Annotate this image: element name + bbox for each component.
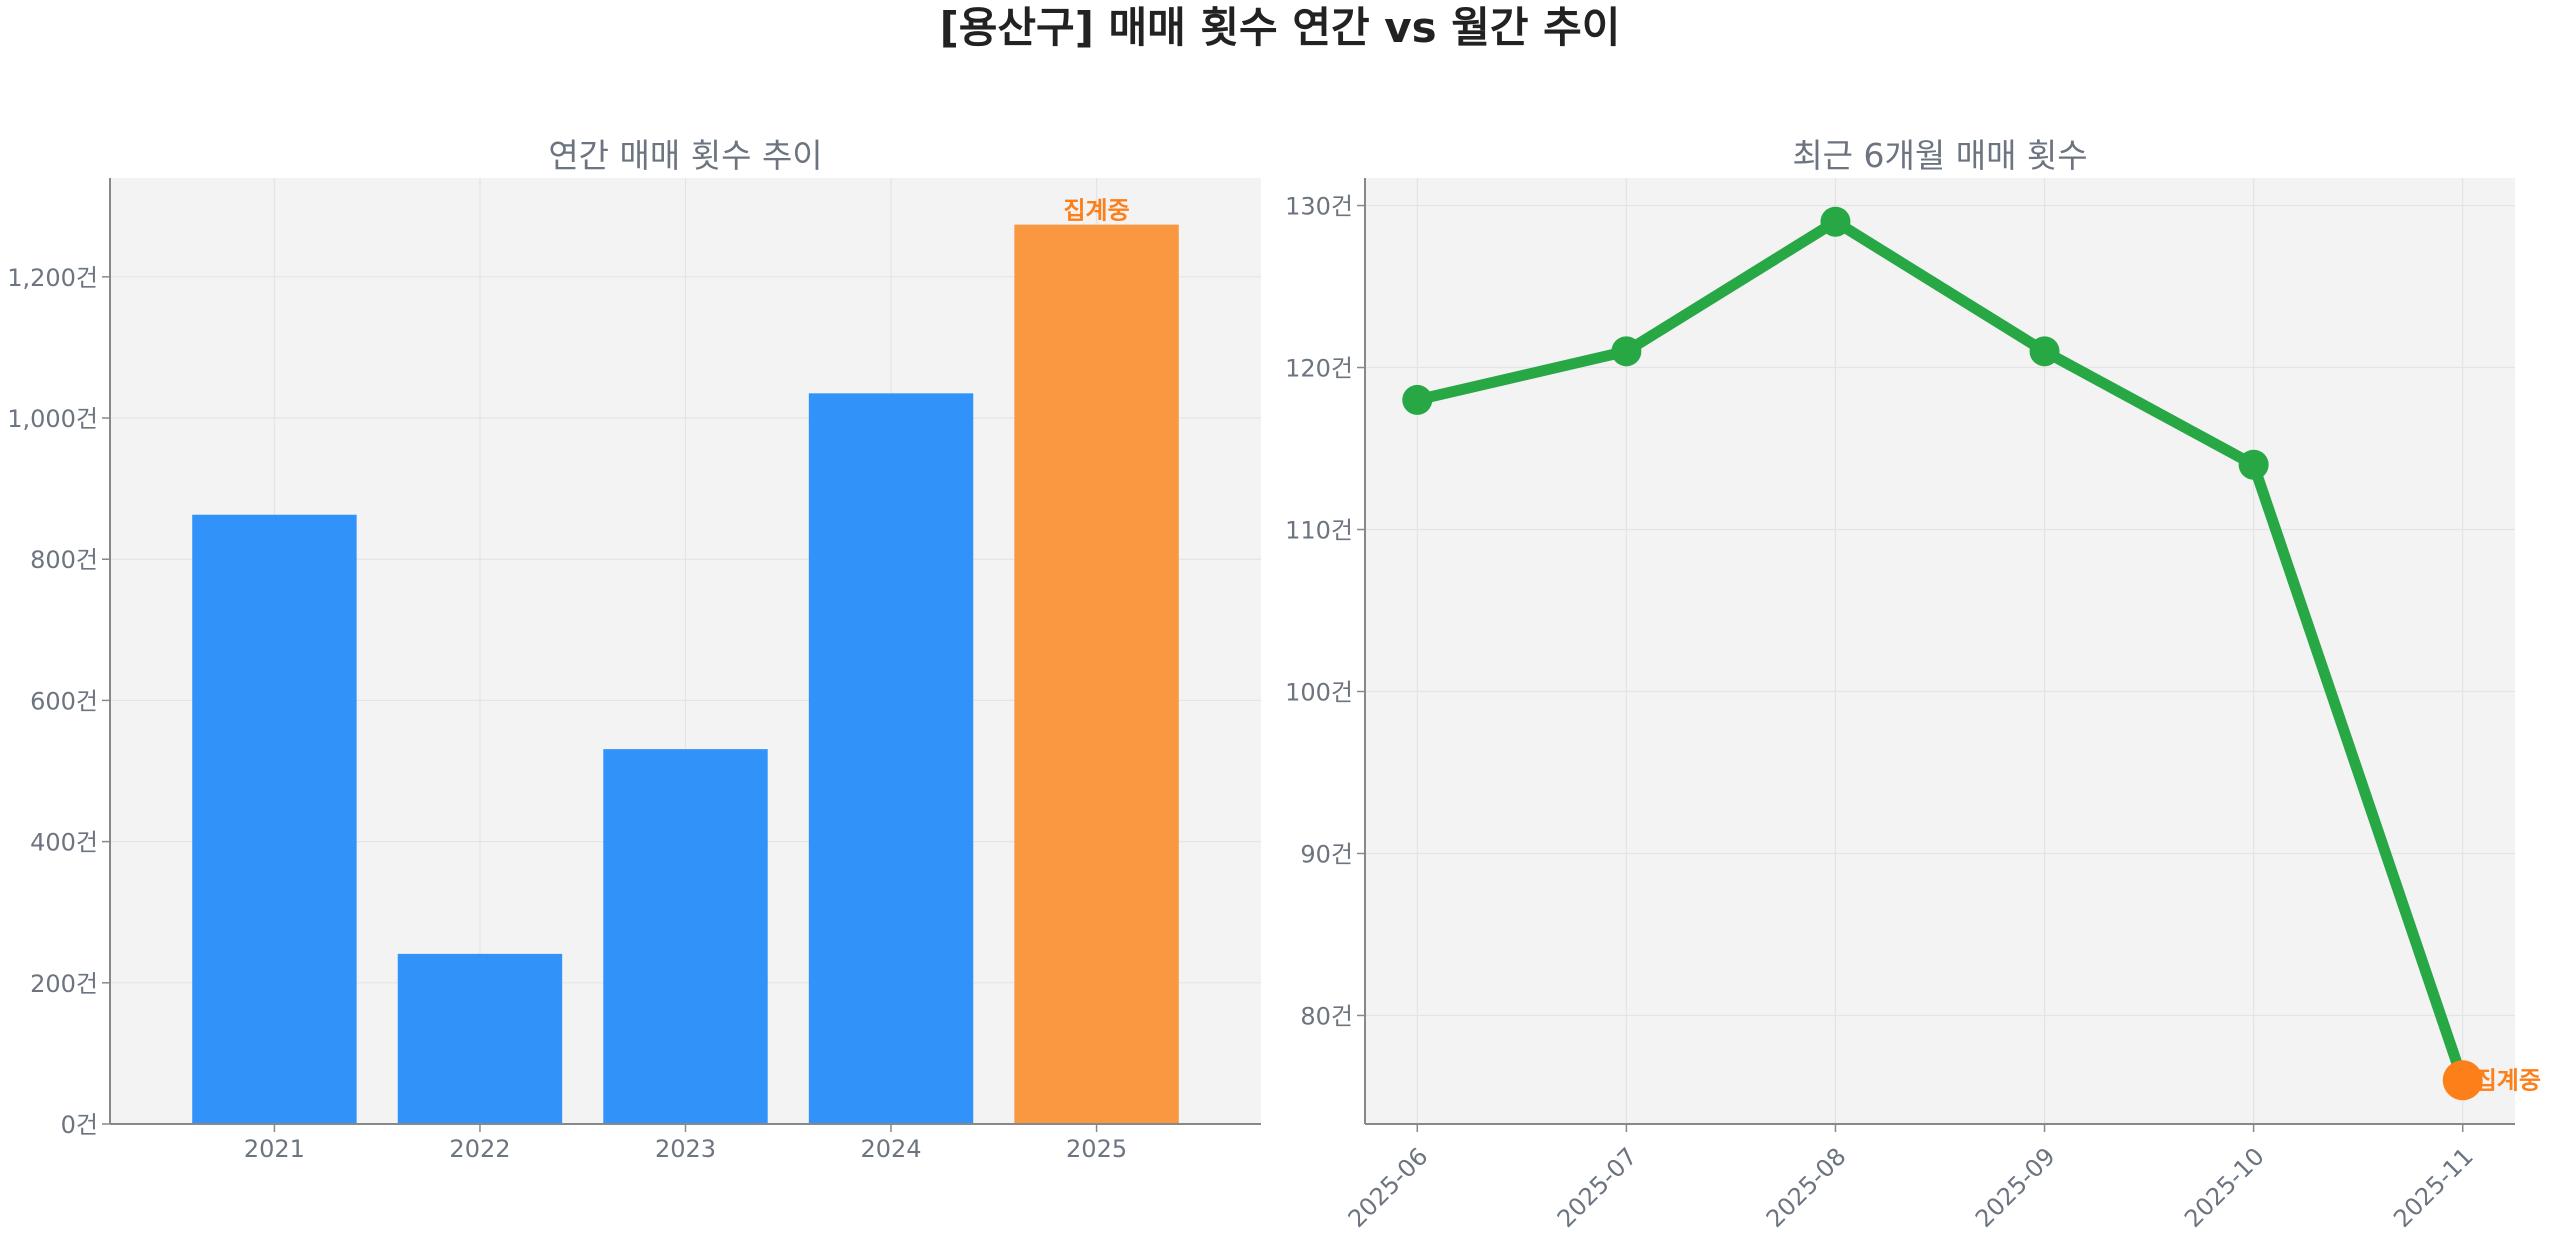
right-y-tick-label: 110건 (1285, 517, 1353, 545)
left-y-tick-label: 1,000건 (7, 405, 98, 433)
point-2025-11 (2442, 1060, 2483, 1101)
right-axes-spines (1364, 178, 2515, 1125)
point-2025-06 (1402, 384, 1433, 415)
right-y-tick-label: 120건 (1285, 355, 1353, 383)
left-chart-title: 연간 매매 횟수 추이 (548, 136, 822, 175)
left-x-ticks: 2021 2022 2023 2024 2025 (244, 1124, 1127, 1163)
right-gridlines (1365, 178, 2515, 1124)
left-y-ticks: 0건 200건 400건 600건 800건 1,000건 1,200건 (7, 264, 110, 1139)
left-x-tick-label: 2025 (1066, 1135, 1127, 1163)
bar-2021 (192, 514, 357, 1124)
right-x-tick-label: 2025-11 (2388, 1142, 2479, 1233)
point-2025-07 (1611, 336, 1642, 367)
right-x-tick-label: 2025-06 (1343, 1142, 1434, 1233)
right-chart-title: 최근 6개월 매매 횟수 (1792, 136, 2087, 175)
left-y-tick-label: 400건 (30, 829, 98, 857)
left-highlight-annotation: 집계중 (1063, 197, 1129, 225)
monthly-series-line (1411, 216, 2469, 1086)
left-bars (192, 224, 1179, 1125)
left-x-tick-label: 2021 (244, 1135, 305, 1163)
left-y-tick-label: 0건 (61, 1111, 98, 1139)
left-x-tick-label: 2023 (655, 1135, 716, 1163)
figure-title: [용산구] 매매 횟수 연간 vs 월간 추이 (940, 3, 1621, 52)
bar-2025 (1014, 224, 1179, 1125)
point-2025-10 (2238, 449, 2269, 480)
left-y-tick-label: 200건 (30, 970, 98, 998)
right-y-tick-label: 90건 (1300, 840, 1353, 868)
right-points (1402, 206, 2483, 1101)
right-x-tick-label: 2025-08 (1761, 1142, 1852, 1233)
left-y-tick-label: 600건 (30, 687, 98, 715)
right-plot-area (1365, 178, 2515, 1124)
point-2025-09 (2029, 336, 2060, 367)
right-y-tick-label: 100건 (1285, 678, 1353, 706)
left-y-tick-label: 1,200건 (7, 264, 98, 292)
left-y-tick-label: 800건 (30, 546, 98, 574)
bar-2023 (603, 749, 768, 1124)
left-x-tick-label: 2022 (449, 1135, 510, 1163)
bar-2024 (808, 393, 974, 1124)
right-y-tick-label: 130건 (1285, 193, 1353, 221)
bar-2022 (397, 953, 563, 1124)
right-x-ticks: 2025-06 2025-07 2025-08 2025-09 2025-10 2025-… (1343, 1124, 2479, 1233)
right-y-tick-label: 80건 (1300, 1002, 1353, 1030)
left-x-tick-label: 2024 (860, 1135, 921, 1163)
right-x-tick-label: 2025-09 (1970, 1142, 2061, 1233)
right-highlight-annotation: 집계중 (2475, 1066, 2541, 1094)
point-2025-08 (1820, 206, 1851, 237)
right-y-ticks: 80건 90건 100건 110건 120건 130건 (1285, 193, 1365, 1030)
right-x-tick-label: 2025-07 (1552, 1142, 1643, 1233)
right-x-tick-label: 2025-10 (2179, 1142, 2270, 1233)
